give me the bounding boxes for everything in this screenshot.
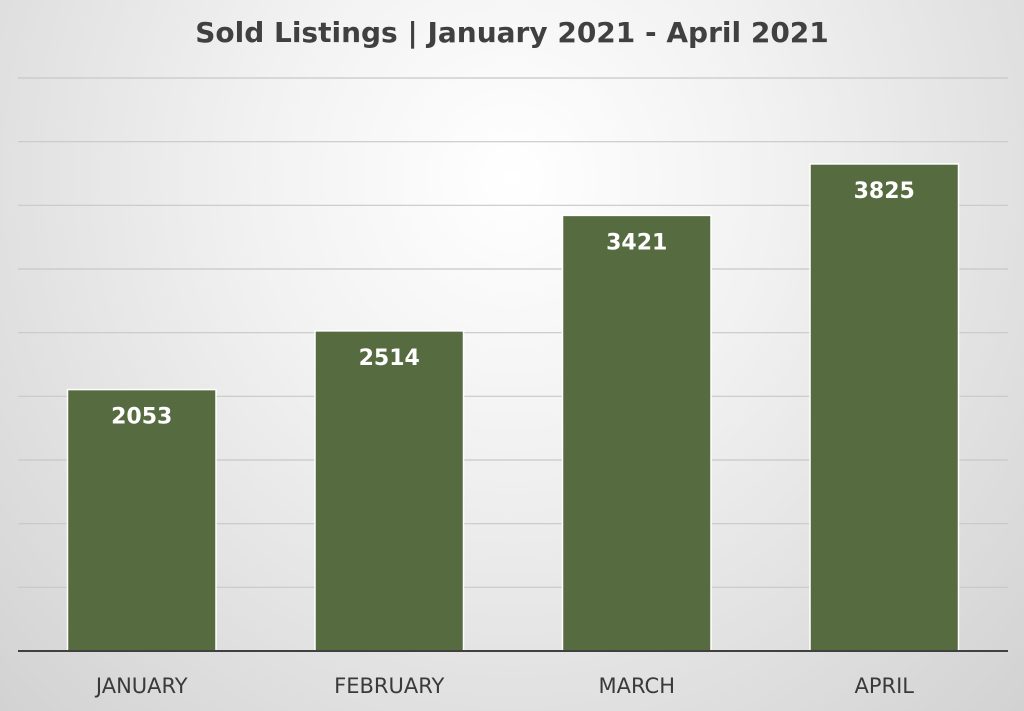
x-tick-label: JANUARY — [94, 674, 188, 698]
data-label: 3421 — [606, 230, 667, 255]
bar-february — [314, 330, 465, 652]
data-label: 2053 — [111, 405, 172, 430]
x-tick-label: APRIL — [854, 674, 914, 698]
bar-march — [561, 214, 712, 652]
data-label: 2514 — [359, 346, 420, 371]
x-tick-label: FEBRUARY — [334, 674, 444, 698]
bar-april — [809, 163, 960, 652]
data-label: 3825 — [854, 179, 915, 204]
chart-title: Sold Listings | January 2021 - April 202… — [195, 16, 829, 49]
x-tick-label: MARCH — [599, 674, 675, 698]
bar-january — [66, 388, 217, 652]
